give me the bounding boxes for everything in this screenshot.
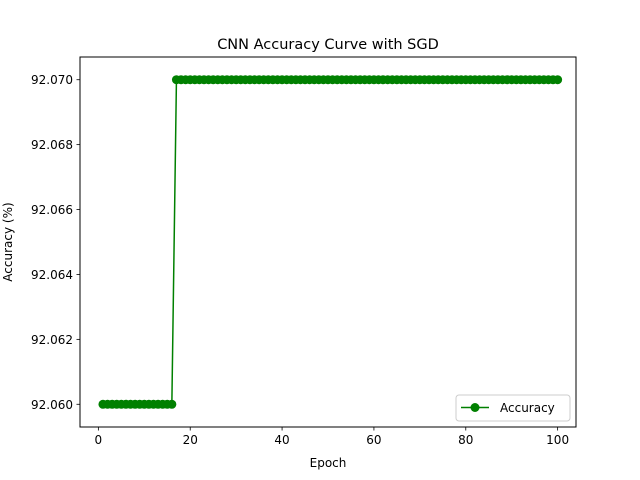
chart-title: CNN Accuracy Curve with SGD — [217, 37, 439, 53]
x-tick-label: 60 — [366, 433, 381, 447]
legend-box — [455, 394, 571, 422]
legend-label: Accuracy — [500, 401, 555, 415]
y-tick-label: 92.068 — [31, 138, 73, 152]
x-axis-ticks: 0 20 40 60 80 100 — [95, 427, 569, 447]
plot-frame — [79, 56, 577, 428]
data-point — [553, 75, 563, 85]
y-tick-label: 92.066 — [31, 203, 73, 217]
y-tick-label: 92.070 — [31, 73, 73, 87]
legend-marker — [470, 403, 480, 412]
x-tick-label: 80 — [458, 433, 473, 447]
plot-area — [98, 75, 563, 409]
y-tick-label: 92.062 — [31, 333, 73, 347]
y-tick-label: 92.064 — [31, 268, 73, 282]
y-tick-label: 92.060 — [31, 398, 73, 412]
x-tick-label: 100 — [546, 433, 569, 447]
y-axis-ticks: 92.060 92.062 92.064 92.066 92.068 92.070 — [31, 73, 80, 412]
legend: Accuracy — [455, 394, 571, 422]
data-point — [167, 399, 177, 409]
x-tick-label: 20 — [183, 433, 198, 447]
y-axis-label: Accuracy (%) — [1, 202, 15, 281]
x-axis-label: Epoch — [310, 456, 347, 470]
x-tick-label: 40 — [274, 433, 289, 447]
x-tick-label: 0 — [95, 433, 103, 447]
